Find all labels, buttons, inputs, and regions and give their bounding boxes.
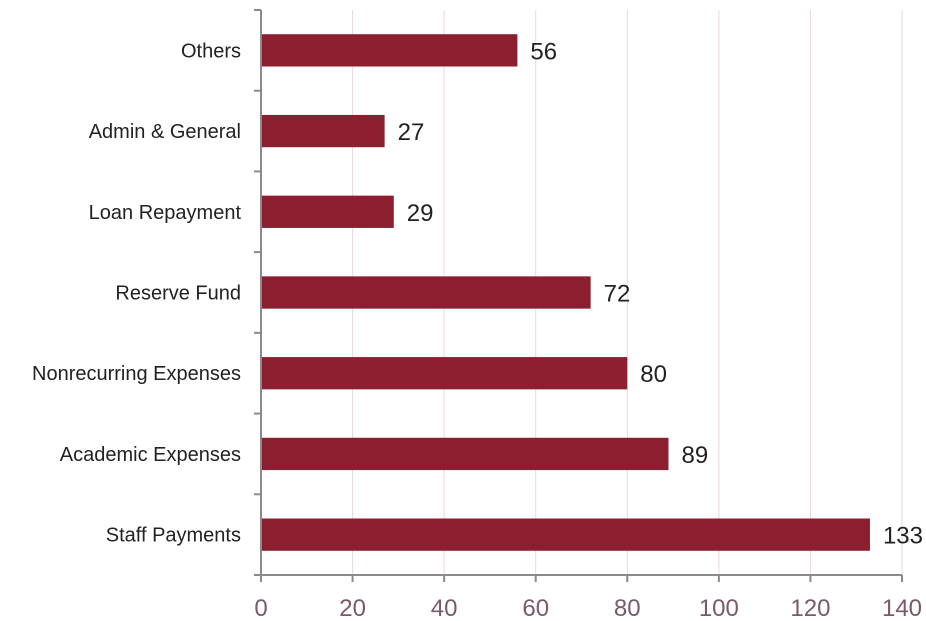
category-label-0: Others xyxy=(181,40,241,62)
labels: 0 20 40 60 80 100 120 140 Others 56 Admin & Genera… xyxy=(32,38,923,621)
value-label-4: 80 xyxy=(640,361,667,388)
axes xyxy=(254,9,903,582)
x-tick-label-80: 80 xyxy=(614,595,641,621)
category-label-5: Academic Expenses xyxy=(60,444,241,466)
bar-6 xyxy=(261,518,870,551)
bar-4 xyxy=(261,357,628,390)
x-tick-label-140: 140 xyxy=(882,595,922,621)
category-label-4: Nonrecurring Expenses xyxy=(32,363,241,385)
bar-0 xyxy=(261,34,518,67)
x-tick-label-0: 0 xyxy=(254,595,267,621)
value-label-6: 133 xyxy=(883,523,923,550)
bar-3 xyxy=(261,276,591,309)
category-label-3: Reserve Fund xyxy=(115,283,241,305)
bars xyxy=(261,34,870,551)
x-tick-label-40: 40 xyxy=(431,595,458,621)
bar-5 xyxy=(261,437,669,471)
x-tick-label-100: 100 xyxy=(699,595,739,621)
x-tick-label-60: 60 xyxy=(522,595,549,621)
value-label-0: 56 xyxy=(530,38,557,65)
x-tick-label-20: 20 xyxy=(339,595,366,621)
category-label-1: Admin & General xyxy=(89,121,241,143)
bar-1 xyxy=(261,114,385,148)
value-label-2: 29 xyxy=(407,200,434,227)
bar-2 xyxy=(261,195,394,228)
category-label-6: Staff Payments xyxy=(106,525,241,547)
value-label-1: 27 xyxy=(398,119,425,146)
category-label-2: Loan Repayment xyxy=(89,202,242,224)
x-tick-label-120: 120 xyxy=(790,595,830,621)
value-label-5: 89 xyxy=(681,442,708,469)
value-label-3: 72 xyxy=(604,281,631,308)
